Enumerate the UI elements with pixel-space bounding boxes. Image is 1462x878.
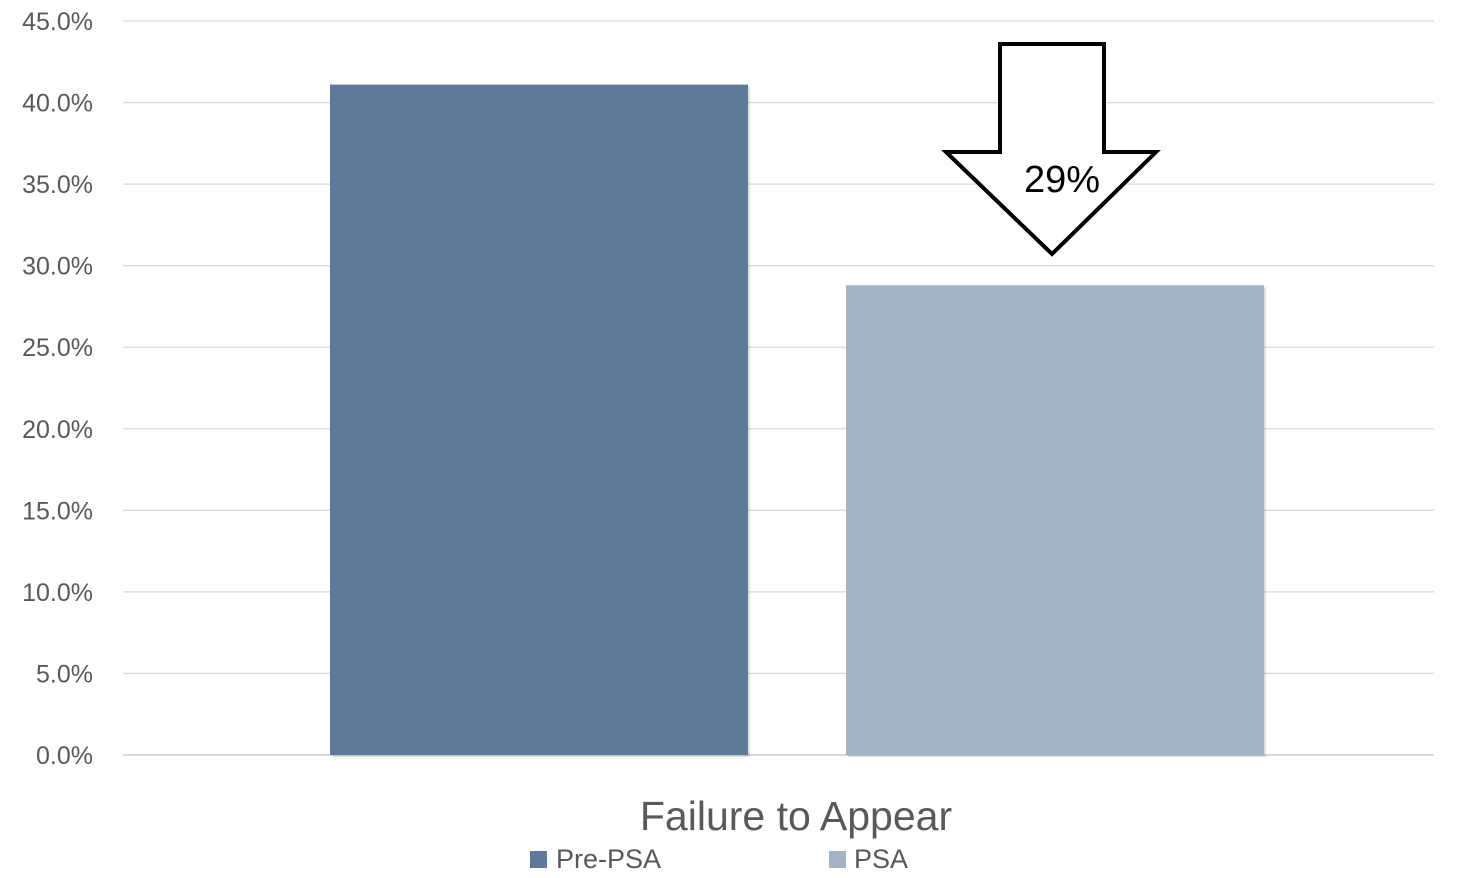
y-tick-label: 5.0% bbox=[36, 660, 93, 688]
category-label: Failure to Appear bbox=[640, 793, 952, 839]
down-arrow-icon bbox=[941, 42, 1161, 257]
y-axis: 0.0% 5.0% 10.0% 15.0% 20.0% 25.0% 30.0% 35.0% 40… bbox=[22, 8, 93, 770]
decrease-annotation: 29% bbox=[941, 42, 1161, 257]
y-tick-label: 15.0% bbox=[22, 497, 93, 525]
y-tick-label: 10.0% bbox=[22, 579, 93, 607]
legend-label-psa: PSA bbox=[854, 844, 908, 873]
legend-label-pre-psa: Pre-PSA bbox=[556, 844, 661, 873]
bars bbox=[330, 84, 1266, 757]
legend: Pre-PSA PSA bbox=[530, 844, 908, 874]
y-tick-label: 25.0% bbox=[22, 334, 93, 362]
bar-psa bbox=[846, 285, 1264, 755]
bar-pre-psa bbox=[330, 84, 748, 755]
y-tick-label: 30.0% bbox=[22, 253, 93, 281]
legend-swatch-pre-psa bbox=[530, 851, 547, 868]
y-tick-label: 40.0% bbox=[22, 90, 93, 118]
y-tick-label: 20.0% bbox=[22, 416, 93, 444]
y-tick-label: 0.0% bbox=[36, 742, 93, 770]
y-tick-label: 45.0% bbox=[22, 8, 93, 36]
y-tick-label: 35.0% bbox=[22, 171, 93, 199]
annotation-label: 29% bbox=[1024, 159, 1100, 201]
legend-swatch-psa bbox=[829, 851, 846, 868]
